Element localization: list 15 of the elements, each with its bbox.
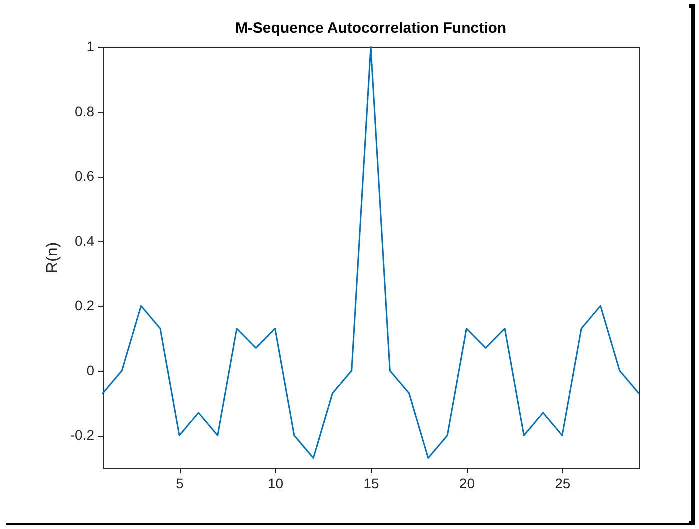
y-tick-label: 0.8 xyxy=(75,103,95,120)
y-tick-label: 0.2 xyxy=(75,298,95,314)
x-tick-label: 5 xyxy=(176,476,184,492)
chart-title: M-Sequence Autocorrelation Function xyxy=(235,20,507,37)
x-tick-label: 15 xyxy=(364,476,380,492)
x-tick-label: 25 xyxy=(555,476,571,492)
x-tick-label: 20 xyxy=(459,476,476,492)
y-tick-label: 0.4 xyxy=(75,232,95,249)
y-tick-label: -0.2 xyxy=(70,427,95,444)
line-series xyxy=(102,46,640,460)
y-tick-label: 1 xyxy=(86,38,95,54)
y-axis-title: R(n) xyxy=(44,242,62,274)
y-tick-label: 0.6 xyxy=(75,168,95,184)
y-tick-label: 0 xyxy=(86,362,95,378)
x-tick-label: 10 xyxy=(268,476,284,492)
